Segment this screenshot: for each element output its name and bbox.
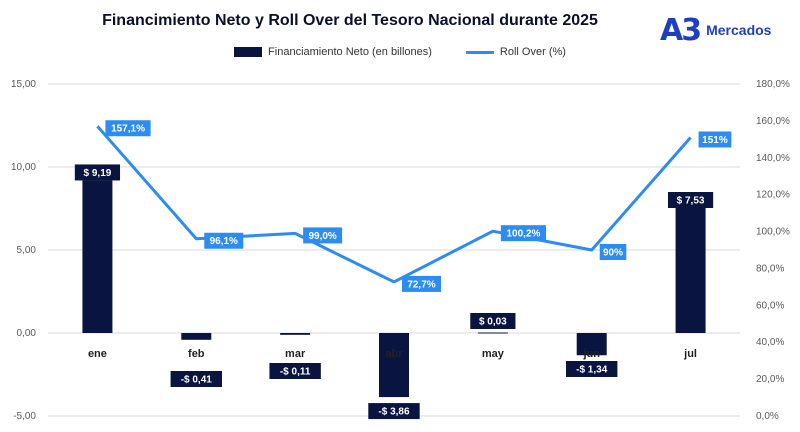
rollover-line: [96, 125, 692, 284]
category-label: jul: [683, 348, 697, 360]
category-label: feb: [188, 348, 205, 360]
y-left-tick-label: 0,00: [17, 328, 37, 339]
bar-data-label-bg: [368, 403, 420, 420]
line-data-label-bg: [303, 227, 343, 244]
chart-legend: Financiamiento Neto (en billones) Roll O…: [0, 46, 800, 58]
y-left-tick-label: 5,00: [17, 245, 37, 256]
line-data-label: 157,1%: [111, 124, 145, 135]
legend-swatch-bar: [234, 47, 263, 57]
bar-data-label-bg: [170, 371, 222, 387]
legend-swatch-line: [465, 50, 494, 54]
bar: [379, 333, 409, 398]
line-data-label-bg: [698, 131, 732, 148]
line-data-label: 99,0%: [308, 231, 336, 242]
bar: [280, 333, 311, 335]
line-data-label: 96,1%: [210, 236, 238, 247]
y-right-tick-label: 100,0%: [756, 227, 790, 238]
y-left-tick-label: 10,00: [11, 162, 36, 173]
line-data-label-bg: [500, 225, 547, 242]
bar-data-label: -$ 3,86: [378, 407, 410, 418]
bar-data-label: -$ 0,41: [181, 375, 213, 386]
bar: [477, 332, 508, 334]
y-right-tick-label: 160,0%: [756, 116, 790, 127]
a3-mercados-logo: A3 Mercados: [660, 12, 771, 48]
category-label: jun: [582, 348, 600, 360]
bar: [82, 180, 113, 333]
category-label: abr: [385, 348, 403, 360]
y-left-tick-label: 15,00: [11, 79, 36, 90]
bar-data-label-bg: [470, 313, 516, 329]
bar: [181, 333, 212, 340]
bar-data-label: -$ 1,34: [576, 365, 608, 376]
y-right-tick-label: 80,0%: [756, 263, 784, 274]
bar-data-label: $ 0,03: [479, 317, 507, 328]
category-label: may: [482, 348, 505, 360]
line-data-label: 100,2%: [506, 229, 540, 240]
y-right-tick-label: 120,0%: [756, 190, 790, 201]
y-right-tick-label: 60,0%: [756, 300, 784, 311]
legend-label-financiamiento: Financiamiento Neto (en billones): [268, 46, 432, 58]
line-data-label-bg: [402, 275, 441, 292]
chart-title: Financimiento Neto y Roll Over del Tesor…: [102, 12, 598, 29]
bar-data-label: -$ 0,11: [280, 367, 311, 378]
y-right-tick-label: 180,0%: [756, 79, 790, 90]
y-right-tick-label: 140,0%: [756, 153, 790, 164]
line-data-label-bg: [105, 120, 151, 137]
y-right-tick-label: 40,0%: [756, 337, 784, 348]
bar-data-label: $ 7,53: [677, 196, 705, 207]
category-label: ene: [88, 348, 107, 360]
y-right-tick-label: 0,0%: [756, 411, 779, 422]
bar-data-label-bg: [269, 363, 321, 379]
y-left-tick-label: -5,00: [13, 411, 36, 422]
bar-data-label: $ 9,19: [84, 168, 112, 179]
line-data-label: 151%: [702, 135, 728, 146]
line-data-label-bg: [599, 244, 627, 260]
bar-data-label-bg: [566, 361, 618, 377]
line-data-label: 72,7%: [407, 279, 435, 290]
bar-data-label-bg: [74, 164, 121, 181]
bar-data-label-bg: [667, 192, 714, 209]
y-right-tick-label: 20,0%: [756, 374, 784, 385]
a3-logo-mark: A3: [660, 12, 702, 48]
line-data-label-bg: [204, 232, 244, 249]
line-data-label: 90%: [603, 248, 623, 259]
logo-text: Mercados: [706, 22, 772, 38]
bar: [576, 333, 607, 356]
legend-label-rollover: Roll Over (%): [499, 46, 566, 58]
category-label: mar: [285, 348, 306, 360]
bar: [675, 208, 706, 333]
